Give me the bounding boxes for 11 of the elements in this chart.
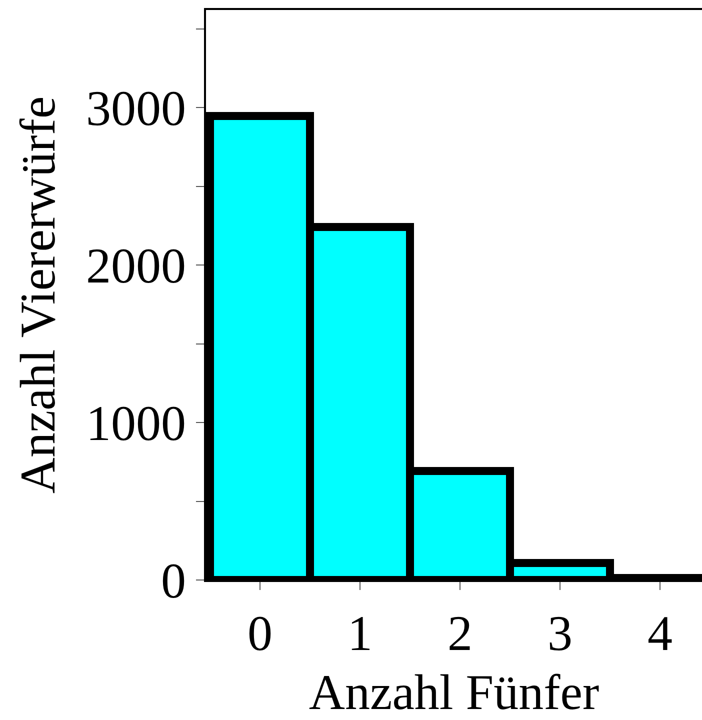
x-axis-title: Anzahl Fünfer (308, 664, 600, 720)
y-tick-label: 2000 (86, 238, 186, 294)
x-tick-label: 4 (648, 605, 672, 661)
x-tick-label: 3 (548, 605, 572, 661)
x-tick-label: 2 (448, 605, 472, 661)
y-tick-label: 1000 (86, 395, 186, 452)
x-tick-label: 0 (248, 605, 272, 661)
y-tick-label: 3000 (86, 80, 186, 136)
x-tick-label: 1 (348, 605, 372, 661)
y-tick-label: 0 (161, 552, 186, 608)
y-axis-title: Anzahl Viererwürfe (10, 96, 66, 494)
